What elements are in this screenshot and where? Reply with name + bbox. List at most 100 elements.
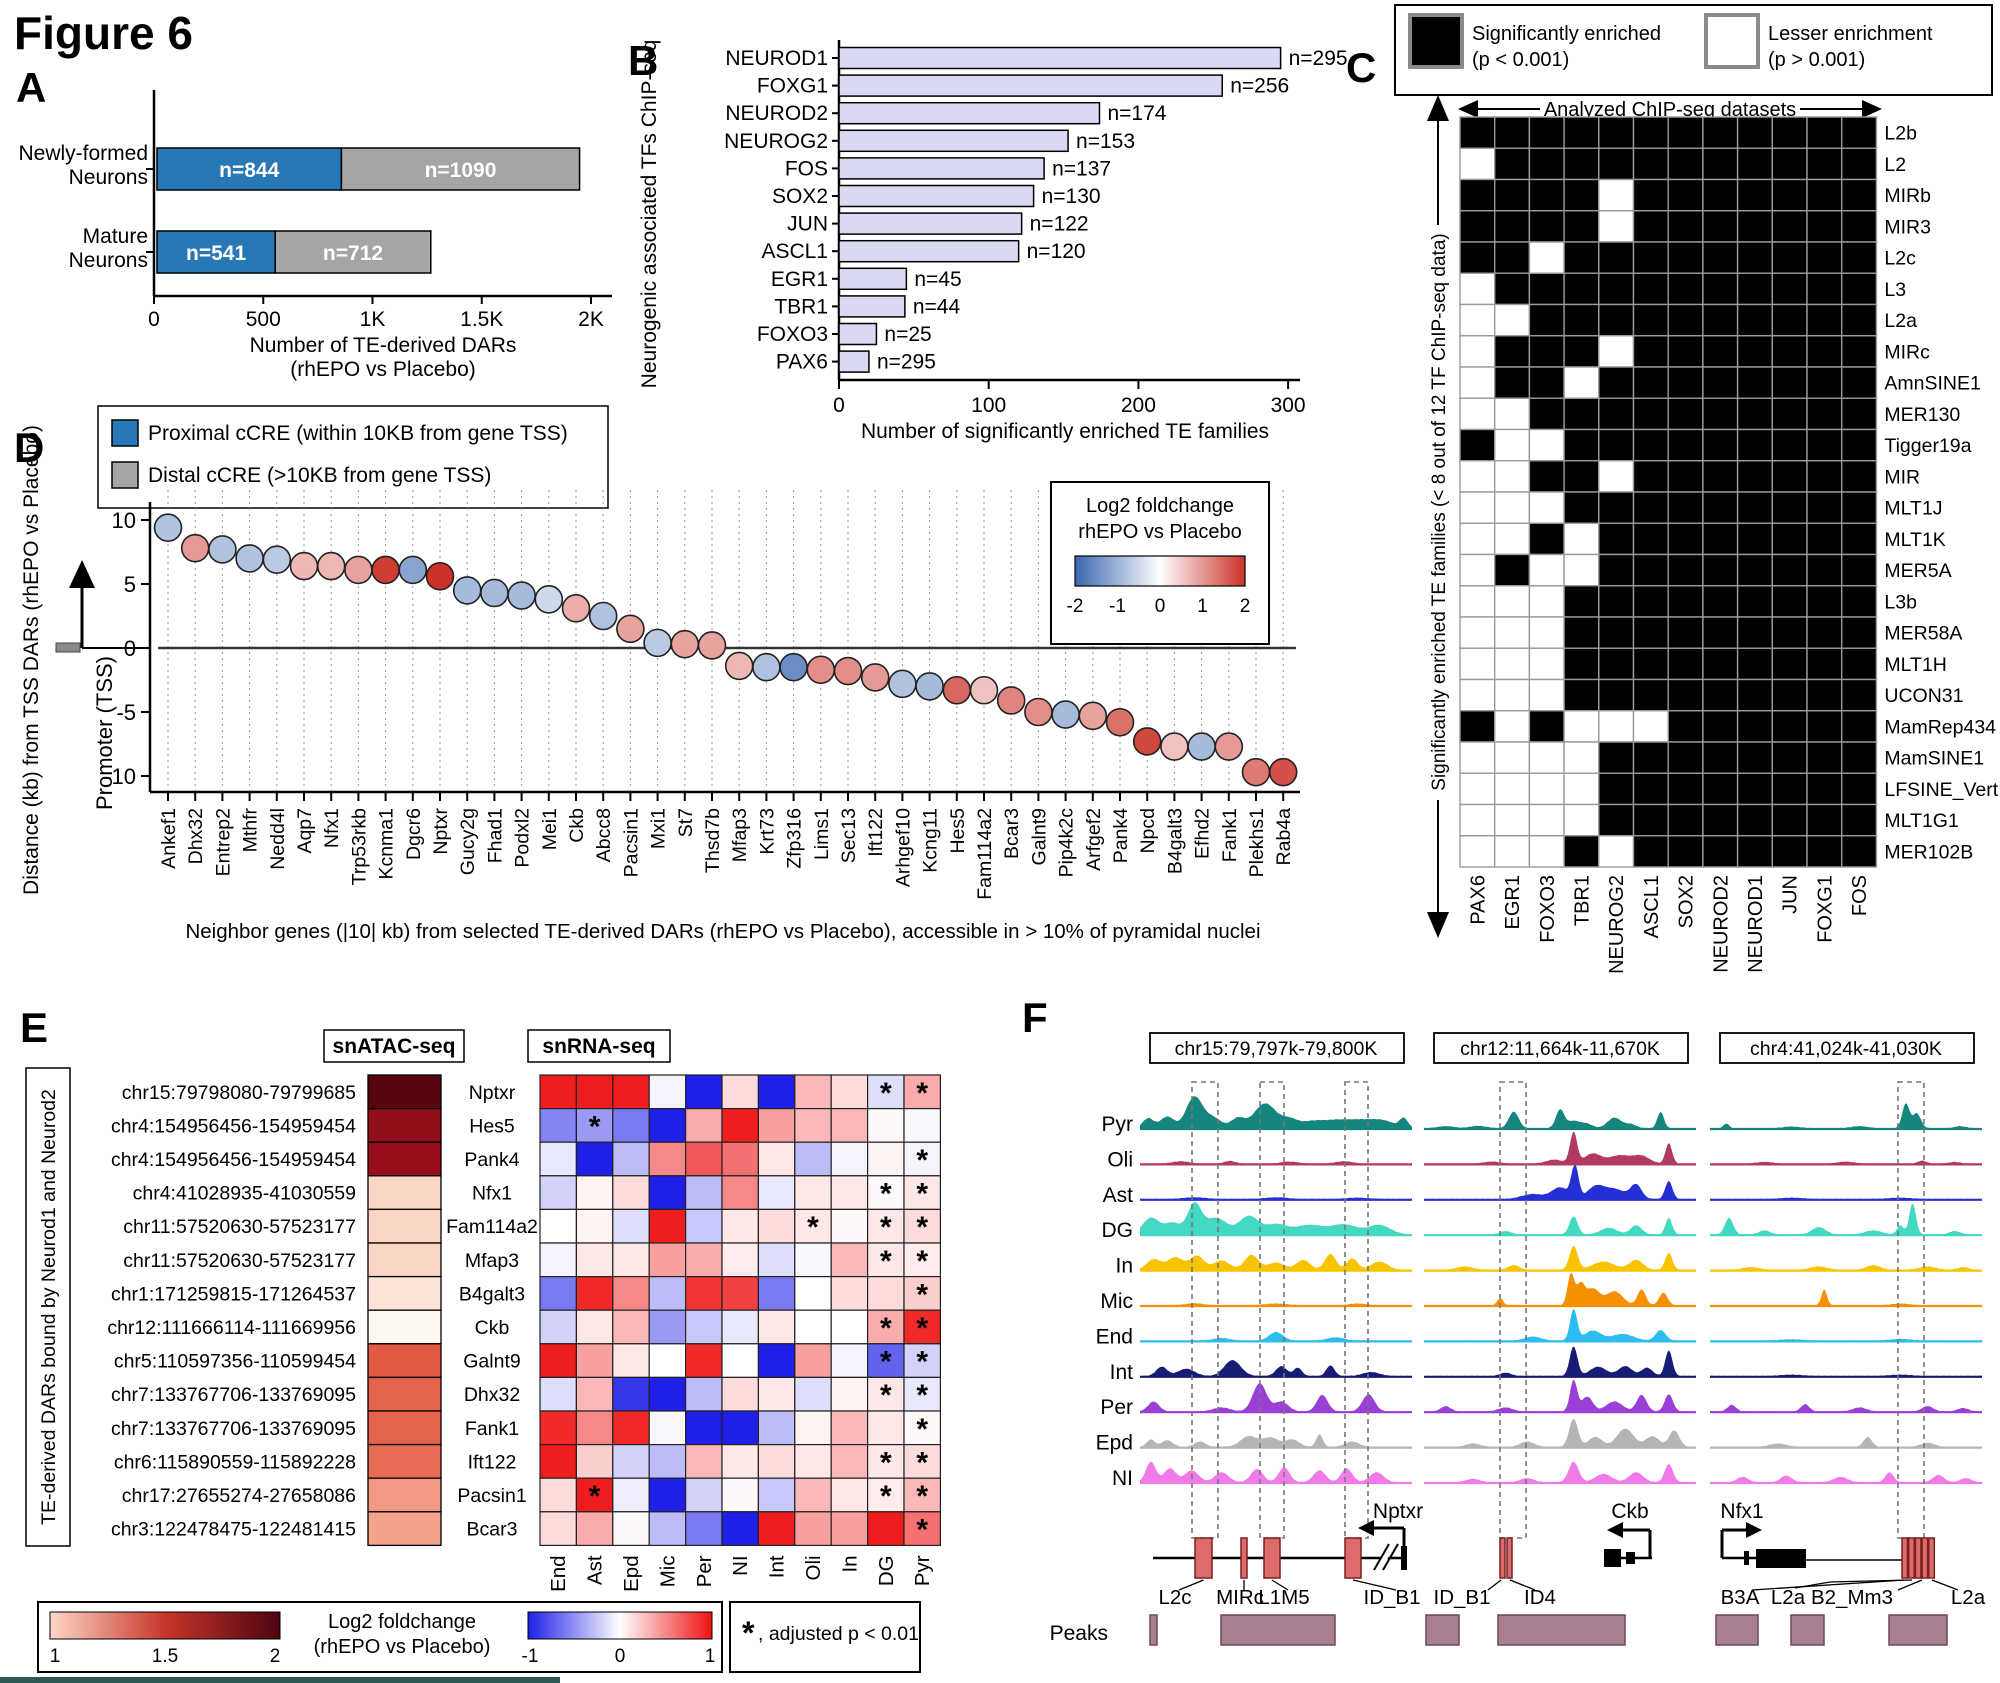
panel-c-cell [1459, 616, 1496, 649]
panel-e-atac-header: snATAC-seq [333, 1035, 456, 1058]
panel-e-rna-cell [794, 1141, 832, 1177]
panel-e-rna-cell [903, 1141, 942, 1177]
panel-c-cell [1563, 272, 1600, 306]
panel-f-track-label: Mic [1100, 1290, 1133, 1313]
panel-c-cell [1563, 491, 1600, 524]
panel-d-label: D [14, 424, 44, 471]
panel-c-cell [1632, 303, 1669, 337]
panel-e-atac-legend-tick: 2 [270, 1646, 281, 1667]
panel-f-te-label: MIRc [1216, 1586, 1264, 1609]
panel-c-cell [1806, 678, 1843, 712]
panel-e-rna-cell [830, 1343, 869, 1379]
panel-e-significance-star: * [916, 1278, 928, 1311]
panel-e-column-label: Ast [584, 1555, 607, 1585]
panel-c-cell [1840, 303, 1878, 337]
panel-d-data-point [289, 551, 319, 581]
panel-d-data-point [1160, 732, 1189, 761]
panel-e-rna-cell [757, 1074, 796, 1110]
panel-c-cell [1771, 335, 1808, 368]
panel-c-cell [1459, 678, 1496, 712]
panel-c-down-arrowhead-icon [1427, 912, 1449, 938]
panel-c-cell [1493, 710, 1531, 743]
panel-c-cell [1806, 335, 1843, 368]
panel-c-cell [1702, 553, 1739, 587]
panel-e-rna-cell [612, 1511, 650, 1547]
panel-e-rna-cell [539, 1477, 578, 1513]
panel-c-left-arrowhead-icon [1458, 100, 1478, 118]
panel-e-rna-cell [866, 1511, 905, 1547]
panel-c-label: C [1346, 44, 1376, 91]
panel-c-cell [1736, 553, 1773, 587]
panel-d-data-point [561, 594, 591, 623]
panel-e-significance-star: * [880, 1446, 892, 1479]
panel-c-cell [1667, 710, 1704, 743]
panel-a-category-label: Neurons [69, 249, 148, 272]
panel-e-rna-cell [903, 1343, 942, 1379]
panel-e-rna-cell [612, 1343, 650, 1379]
panel-e-atac-cell [367, 1309, 442, 1345]
panel-c-cell [1806, 491, 1843, 524]
panel-e-gene-label: Nfx1 [472, 1183, 512, 1205]
panel-c-cell [1493, 116, 1531, 149]
panel-f-track-signal [1140, 1253, 1412, 1271]
panel-b-n-label: n=120 [1027, 240, 1086, 263]
panel-a-x-axis-title: (rhEPO vs Placebo) [290, 358, 476, 381]
panel-c-cell [1702, 835, 1739, 868]
panel-e-region-label: chr5:110597356-110599454 [114, 1351, 356, 1373]
panel-c-cell [1702, 272, 1739, 306]
panel-b-x-axis-title: Number of significantly enriched TE fami… [861, 420, 1269, 443]
panel-e-rna-cell [866, 1175, 905, 1211]
panel-d-y-axis-title: Distance (kb) from TSS DARs (rhEPO vs Pl… [20, 425, 43, 895]
panel-c-cell [1771, 522, 1808, 556]
panel-e-rna-header: snRNA-seq [542, 1035, 655, 1058]
panel-e-atac-legend-tick: 1.5 [152, 1646, 178, 1667]
panel-c-cell [1632, 710, 1669, 743]
panel-e-rna-cell [757, 1511, 796, 1547]
panel-e-rna-cell [684, 1208, 723, 1244]
panel-d-gene-label: Ckb [566, 808, 588, 843]
panel-e-rna-cell [794, 1074, 832, 1110]
panel-b-tf-label: NEUROD2 [725, 102, 828, 125]
panel-c-cell [1771, 210, 1808, 243]
panel-e-rna-cell [721, 1343, 760, 1379]
panel-e-rna-cell [612, 1275, 650, 1311]
panel-c-cell [1598, 460, 1635, 493]
panel-e-rna-cell [830, 1376, 869, 1412]
panel-c-legend-label: Lesser enrichment [1768, 23, 1933, 45]
panel-d-data-point [180, 533, 210, 563]
panel-c-legend-swatch-lesser [1704, 13, 1760, 69]
panel-f-region-title-box [1149, 1032, 1405, 1064]
panel-e-rna-cell [794, 1242, 832, 1278]
panel-d-gene-label: B4galt3 [1164, 808, 1186, 874]
panel-e-rna-cell [575, 1208, 614, 1244]
panel-f-track-label: Epd [1096, 1432, 1133, 1455]
panel-c-cell [1840, 835, 1878, 868]
panel-e-rna-cell [903, 1074, 942, 1110]
panel-f-track-signal [1140, 1383, 1412, 1413]
panel-c-cell [1840, 647, 1878, 681]
panel-d-legend-gradient [1074, 555, 1246, 587]
panel-c-cell [1528, 116, 1565, 149]
panel-e-rna-cell [721, 1107, 760, 1143]
panel-d-gene-label: Mxi1 [648, 808, 670, 849]
panel-c-cell [1632, 647, 1669, 681]
panel-f-peak-bar [1888, 1614, 1948, 1646]
panel-e-rna-cell [539, 1309, 578, 1345]
panel-c-cell [1598, 210, 1635, 243]
panel-d-gene-label: Ift122 [865, 808, 887, 857]
panel-c-cell [1632, 178, 1669, 212]
panel-e-region-label: chr7:133767706-133769095 [111, 1418, 356, 1440]
panel-f-label-connector [1931, 1579, 1959, 1591]
panel-f-left-arrowhead-icon [1607, 1522, 1623, 1538]
panel-c-cell [1771, 178, 1808, 212]
panel-e-rna-cell [575, 1242, 614, 1278]
panel-e-significance-star: * [916, 1379, 928, 1412]
panel-d-gene-label: Thsd7b [702, 808, 724, 873]
panel-e-significance-star: * [916, 1178, 928, 1211]
panel-c-cell [1563, 397, 1600, 431]
panel-e-rna-cell [575, 1343, 614, 1379]
panel-e-rna-cell [794, 1343, 832, 1379]
panel-e-column-label: Oli [802, 1555, 825, 1580]
panel-d-data-point [1024, 697, 1053, 727]
